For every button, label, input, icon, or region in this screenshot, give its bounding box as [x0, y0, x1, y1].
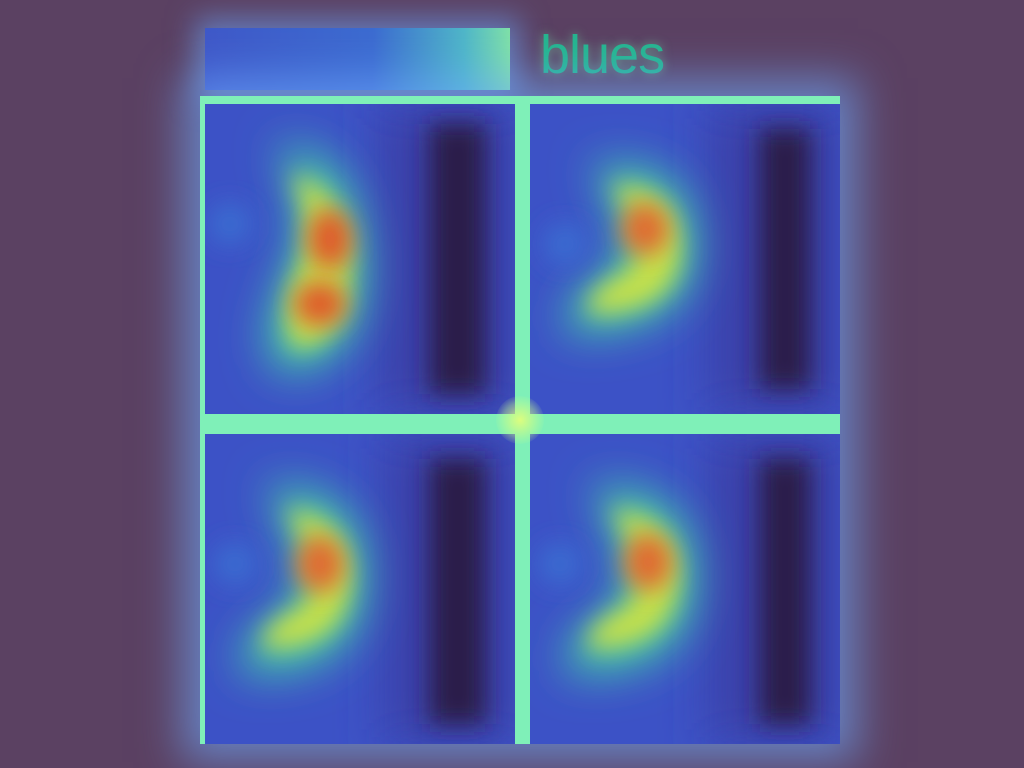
heatmap-panel-bottom-left [205, 434, 515, 744]
heatmap-panel-top-right [530, 104, 840, 414]
heatmap-grid [200, 96, 840, 744]
heatmap-panel-bottom-right [530, 434, 840, 744]
heatmap-bottom-right-image [530, 434, 840, 744]
heatmap-top-left-image [205, 104, 515, 414]
heatmap-top-right-image [530, 104, 840, 414]
grid-intersection-glow [496, 396, 544, 444]
title-color-bar [205, 28, 510, 90]
heatmap-panel-top-left [205, 104, 515, 414]
page-title: blues [540, 25, 665, 85]
heatmap-bottom-left-image [205, 434, 515, 744]
